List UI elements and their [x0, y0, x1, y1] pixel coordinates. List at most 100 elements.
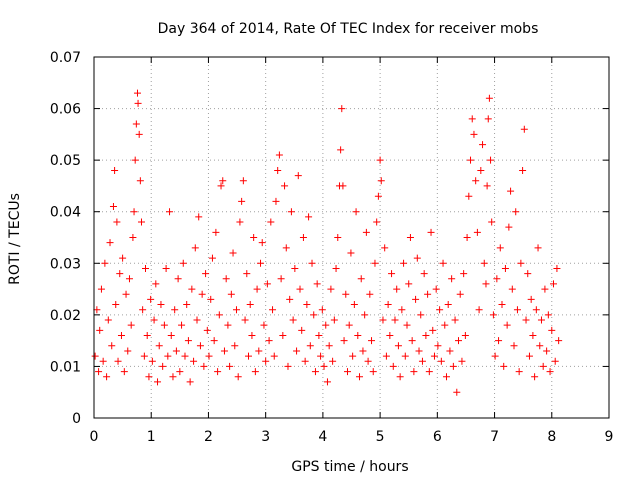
- data-point: [546, 368, 554, 376]
- data-point: [178, 321, 186, 329]
- x-tick-label: 2: [204, 429, 213, 445]
- data-point: [461, 331, 469, 339]
- data-point: [381, 244, 389, 252]
- data-point: [104, 316, 112, 324]
- data-point: [510, 342, 518, 350]
- y-tick-label: 0.07: [50, 50, 81, 66]
- data-point: [260, 321, 268, 329]
- data-point: [408, 337, 416, 345]
- data-point: [172, 347, 180, 355]
- data-point: [406, 234, 414, 241]
- data-point: [274, 166, 282, 174]
- data-point: [253, 285, 261, 293]
- data-point: [306, 342, 314, 350]
- data-point: [179, 259, 187, 267]
- data-point: [317, 352, 325, 360]
- data-point: [500, 362, 508, 370]
- data-point: [339, 182, 347, 190]
- data-point: [356, 373, 364, 381]
- data-point: [169, 373, 177, 381]
- data-point: [343, 368, 351, 376]
- data-point: [318, 306, 326, 314]
- data-point: [108, 342, 116, 350]
- data-point: [460, 270, 468, 278]
- data-point: [281, 182, 289, 190]
- data-point: [193, 316, 201, 324]
- data-point: [475, 306, 483, 314]
- data-point: [437, 357, 445, 365]
- data-point: [393, 285, 401, 293]
- data-point: [382, 352, 390, 360]
- data-point: [131, 156, 139, 164]
- data-point: [503, 321, 511, 329]
- data-point: [498, 301, 506, 309]
- data-point: [234, 373, 242, 381]
- data-point: [106, 239, 114, 247]
- data-point: [137, 218, 145, 226]
- data-point: [124, 347, 132, 355]
- data-point: [417, 311, 425, 319]
- data-point: [456, 290, 464, 298]
- y-tick-label: 0.04: [50, 205, 81, 221]
- data-point: [167, 331, 175, 339]
- x-tick-label: 4: [318, 429, 327, 445]
- data-point: [553, 264, 561, 272]
- data-point: [111, 166, 119, 174]
- data-point: [473, 228, 481, 236]
- data-point: [525, 352, 533, 360]
- data-point: [366, 290, 374, 298]
- data-point: [255, 347, 263, 355]
- data-point: [432, 285, 440, 293]
- data-point: [429, 326, 437, 334]
- data-point: [482, 280, 490, 288]
- data-point: [299, 234, 307, 241]
- data-point: [308, 259, 316, 267]
- data-point: [418, 357, 426, 365]
- data-point: [91, 352, 99, 360]
- data-point: [507, 187, 515, 195]
- data-point: [389, 362, 397, 370]
- data-point: [181, 352, 189, 360]
- data-point: [186, 378, 194, 386]
- data-point: [301, 357, 309, 365]
- data-point: [103, 373, 111, 381]
- data-point: [162, 264, 170, 272]
- data-point: [231, 342, 239, 350]
- data-point: [434, 342, 442, 350]
- data-point: [529, 331, 537, 339]
- data-point: [227, 290, 235, 298]
- data-point: [127, 321, 135, 329]
- data-point: [522, 316, 530, 324]
- data-point: [152, 280, 160, 288]
- data-point: [453, 388, 461, 396]
- data-point: [505, 223, 513, 231]
- data-point: [520, 125, 528, 133]
- data-point: [303, 301, 311, 309]
- data-point: [340, 337, 348, 345]
- data-point: [210, 337, 218, 345]
- data-point: [403, 321, 411, 329]
- data-point: [436, 306, 444, 314]
- data-point: [114, 357, 122, 365]
- data-point: [362, 228, 370, 236]
- data-point: [439, 259, 447, 267]
- data-point: [279, 331, 287, 339]
- data-point: [483, 182, 491, 190]
- data-point: [527, 295, 535, 303]
- data-point: [405, 280, 413, 288]
- x-tick-label: 3: [261, 429, 270, 445]
- data-point: [272, 197, 280, 205]
- data-point: [267, 218, 275, 226]
- data-point: [155, 342, 163, 350]
- data-point: [334, 234, 342, 241]
- data-point: [485, 94, 493, 102]
- data-point: [154, 378, 162, 386]
- data-point: [350, 301, 358, 309]
- data-point: [496, 244, 504, 252]
- data-point: [415, 347, 423, 355]
- data-point: [222, 275, 230, 283]
- data-point: [250, 234, 258, 241]
- y-tick-label: 0: [72, 411, 81, 427]
- data-point: [257, 259, 265, 267]
- data-point: [208, 254, 216, 262]
